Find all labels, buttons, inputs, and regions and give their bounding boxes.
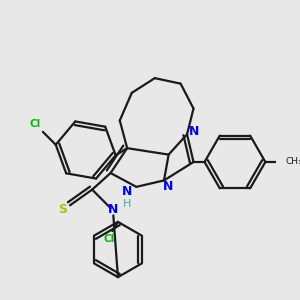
Text: Cl: Cl bbox=[103, 234, 114, 244]
Text: N: N bbox=[122, 185, 132, 198]
Text: N: N bbox=[108, 203, 119, 216]
Text: N: N bbox=[189, 125, 200, 138]
Text: H: H bbox=[123, 200, 131, 209]
Text: CH₃: CH₃ bbox=[286, 158, 300, 166]
Text: N: N bbox=[163, 180, 173, 194]
Text: S: S bbox=[58, 203, 67, 216]
Text: Cl: Cl bbox=[30, 119, 41, 129]
